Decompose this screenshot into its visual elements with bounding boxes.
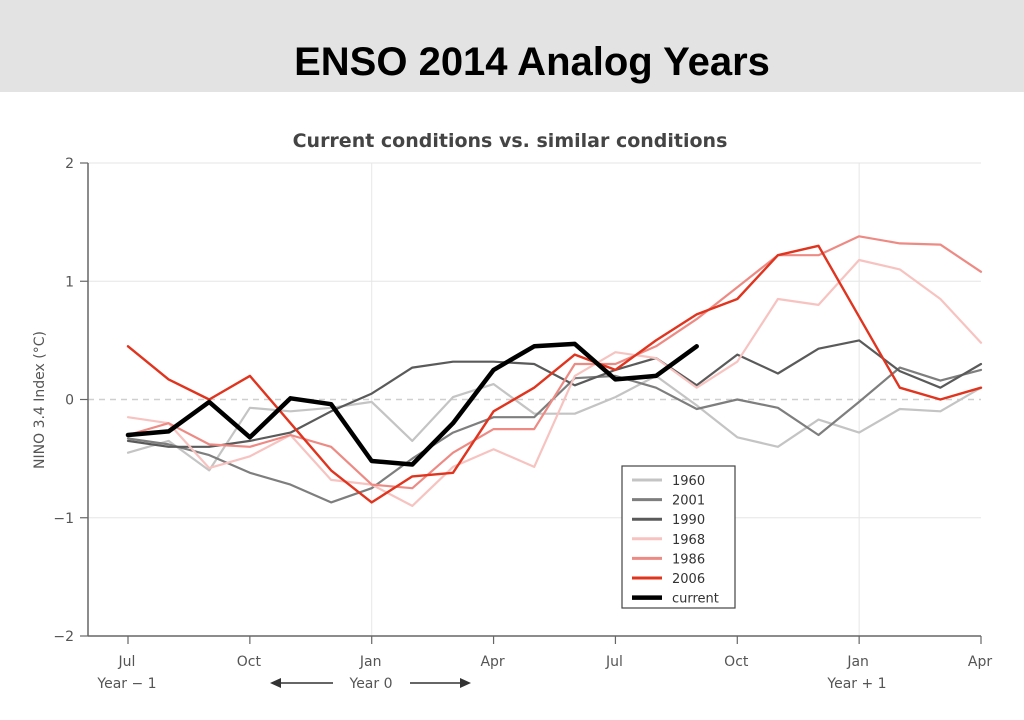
- legend-label: 1990: [672, 513, 705, 528]
- right-arrow-icon: [460, 678, 471, 688]
- legend-label: 2006: [672, 572, 705, 587]
- title-bar: [0, 0, 1024, 92]
- x-tick-label: Jan: [359, 654, 382, 670]
- x-tick-label: Jan: [846, 654, 869, 670]
- chart-title: Current conditions vs. similar condition…: [293, 130, 728, 152]
- legend-box: [621, 465, 736, 609]
- series-line-1986: [126, 235, 983, 490]
- series-lines: [125, 235, 983, 507]
- legend-label: 1968: [672, 533, 705, 548]
- legend: 1960 2001 1990 1968 1986 2006 current: [621, 465, 736, 609]
- x-tick-label: Jul: [605, 654, 623, 670]
- y-tick-label: −2: [53, 629, 74, 645]
- series-line-1960: [126, 374, 983, 472]
- grid: [88, 162, 981, 637]
- x-tick-label: Apr: [968, 654, 992, 670]
- series-line-current: [125, 341, 699, 467]
- legend-label: 1986: [672, 552, 705, 567]
- y-axis-label: NINO 3.4 Index (°C): [32, 331, 48, 469]
- year-plus-1-label: Year + 1: [826, 676, 886, 692]
- y-tick-label: 1: [65, 274, 74, 290]
- y-tick-label: 0: [65, 393, 74, 409]
- y-tick-label: −1: [53, 511, 74, 527]
- y-tick-label: 2: [65, 156, 74, 172]
- slide-title: ENSO 2014 Analog Years: [294, 40, 770, 84]
- series-line-2006: [126, 244, 983, 504]
- left-arrow-icon: [270, 678, 281, 688]
- legend-label: 2001: [672, 494, 705, 509]
- legend-label: 1960: [672, 474, 705, 489]
- x-tick-label: Oct: [237, 654, 262, 670]
- legend-label: current: [672, 592, 719, 607]
- series-line-1990: [126, 339, 983, 448]
- series-line-2001: [126, 366, 983, 504]
- year-0-label: Year 0: [349, 676, 393, 692]
- x-tick-label: Apr: [480, 654, 504, 670]
- year-minus-1-label: Year − 1: [96, 676, 156, 692]
- x-tick-label: Jul: [118, 654, 136, 670]
- axes: 2 1 0 −1 −2 Jul Oct Jan Apr Jul Oct Jan Apr Year − 1 Y…: [53, 156, 992, 692]
- x-tick-label: Oct: [724, 654, 749, 670]
